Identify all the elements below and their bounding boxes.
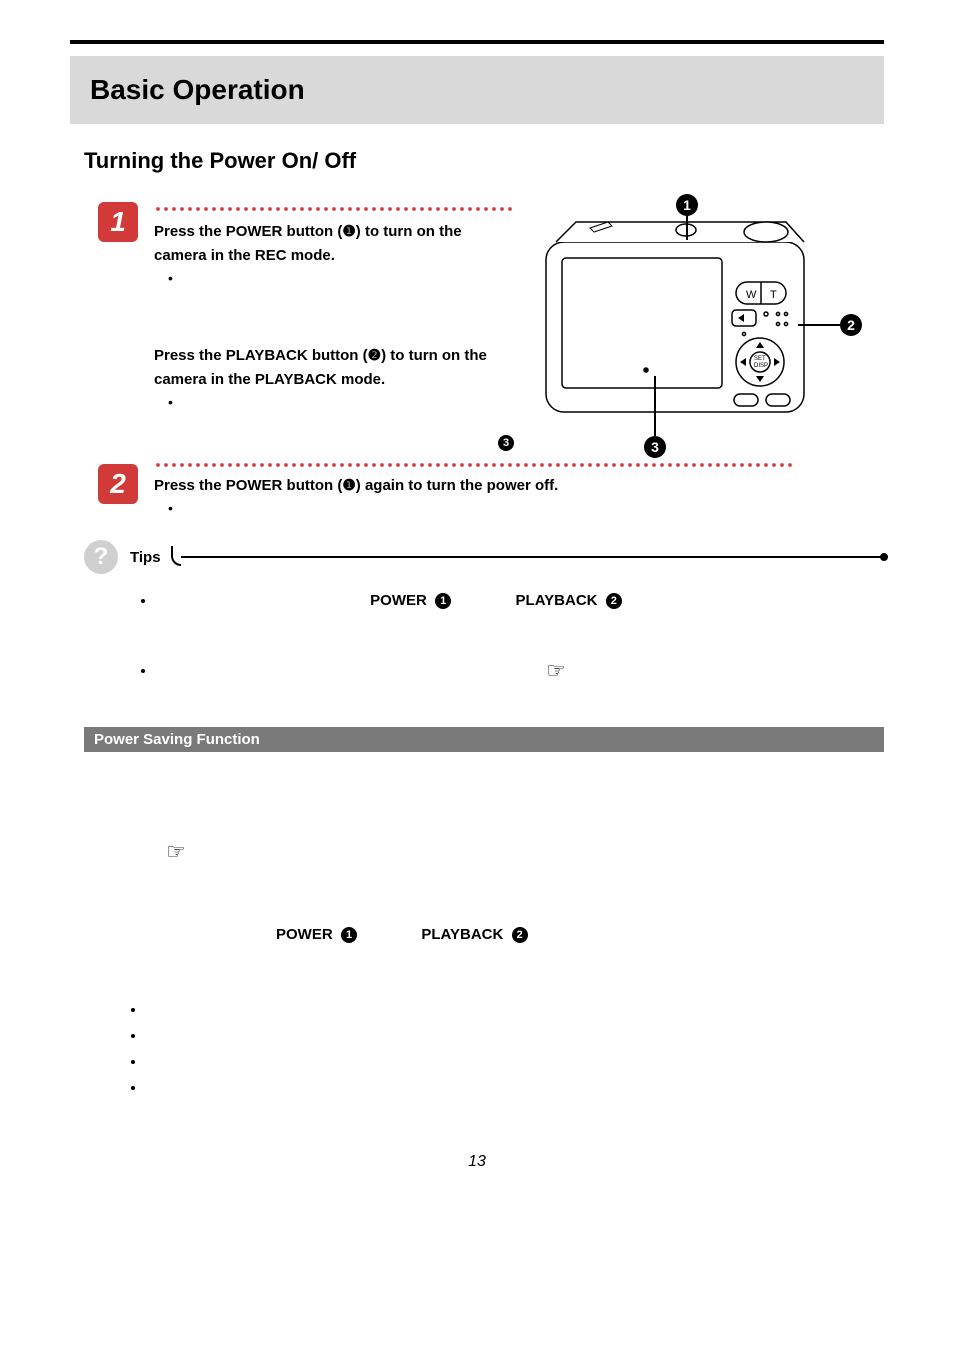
svg-text:T: T (770, 289, 777, 301)
psf-power-label: POWER (276, 926, 333, 943)
callout-3-inline: 3 (498, 435, 514, 451)
circ-2: 2 (512, 927, 528, 943)
tips-list: POWER 1 PLAYBACK 2 ☞ (140, 592, 884, 681)
page-number: 13 (70, 1153, 884, 1171)
bullet (168, 398, 514, 412)
hand-pointer-icon: ☞ (166, 839, 186, 865)
bullet (168, 504, 884, 518)
step-2: 2 Press the POWER button (❶) again to tu… (98, 464, 884, 518)
callout-1: 1 (676, 194, 698, 216)
psf-playback-label: PLAYBACK (421, 926, 503, 943)
tips-item: ☞ (156, 655, 884, 681)
svg-text:SET: SET (754, 356, 766, 362)
circ-1: 1 (435, 593, 451, 609)
step-badge-2: 2 (98, 464, 138, 504)
tips-rule (181, 556, 884, 558)
psf-buttons-line: POWER 1 PLAYBACK 2 (276, 926, 884, 943)
callout-line (798, 324, 840, 326)
psf-bullet-list (130, 1001, 884, 1105)
title-band: Basic Operation (70, 56, 884, 124)
tips-item: POWER 1 PLAYBACK 2 (156, 592, 884, 609)
callout-3: 3 (644, 436, 666, 458)
step-1-body: Press the POWER button (❶) to turn on th… (154, 202, 514, 452)
circ-1: 1 (341, 927, 357, 943)
psf-hand-row: ☞ (140, 836, 884, 862)
svg-text:DISP: DISP (754, 363, 768, 369)
tips-label: Tips (130, 549, 169, 566)
hand-pointer-icon: ☞ (546, 658, 566, 684)
camera-svg: W T SET DISP (526, 202, 826, 422)
step-1-text-b: Press the PLAYBACK button (❷) to turn on… (154, 344, 514, 392)
list-item (146, 1053, 884, 1079)
tips-icon: ? (84, 540, 118, 574)
tips-playback-label: PLAYBACK (516, 592, 598, 609)
page-title: Basic Operation (90, 74, 864, 106)
tips-power-label: POWER (370, 592, 427, 609)
step-1: 1 Press the POWER button (❶) to turn on … (98, 202, 884, 452)
tips-block: ? Tips POWER 1 PLAYBACK 2 ☞ (90, 548, 884, 681)
top-rule (70, 40, 884, 44)
bullet (168, 274, 514, 288)
svg-text:W: W (746, 289, 757, 301)
list-item (146, 1079, 884, 1105)
psf-heading: Power Saving Function (84, 727, 884, 752)
tips-hook (171, 546, 181, 566)
circ-2: 2 (606, 593, 622, 609)
dotted-rule (154, 206, 514, 212)
step-badge-1: 1 (98, 202, 138, 242)
callout-line (654, 376, 656, 436)
callout-line (686, 216, 688, 240)
manual-page: Basic Operation Turning the Power On/ Of… (0, 0, 954, 1211)
list-item (146, 1027, 884, 1053)
camera-illustration: 1 2 3 (526, 202, 856, 452)
step-2-text: Press the POWER button (❶) again to turn… (154, 474, 884, 498)
list-item (146, 1001, 884, 1027)
section-heading: Turning the Power On/ Off (84, 148, 884, 174)
callout-2: 2 (840, 314, 862, 336)
step-1-text-a: Press the POWER button (❶) to turn on th… (154, 220, 514, 268)
psf-body: ☞ POWER 1 PLAYBACK 2 (140, 836, 884, 943)
